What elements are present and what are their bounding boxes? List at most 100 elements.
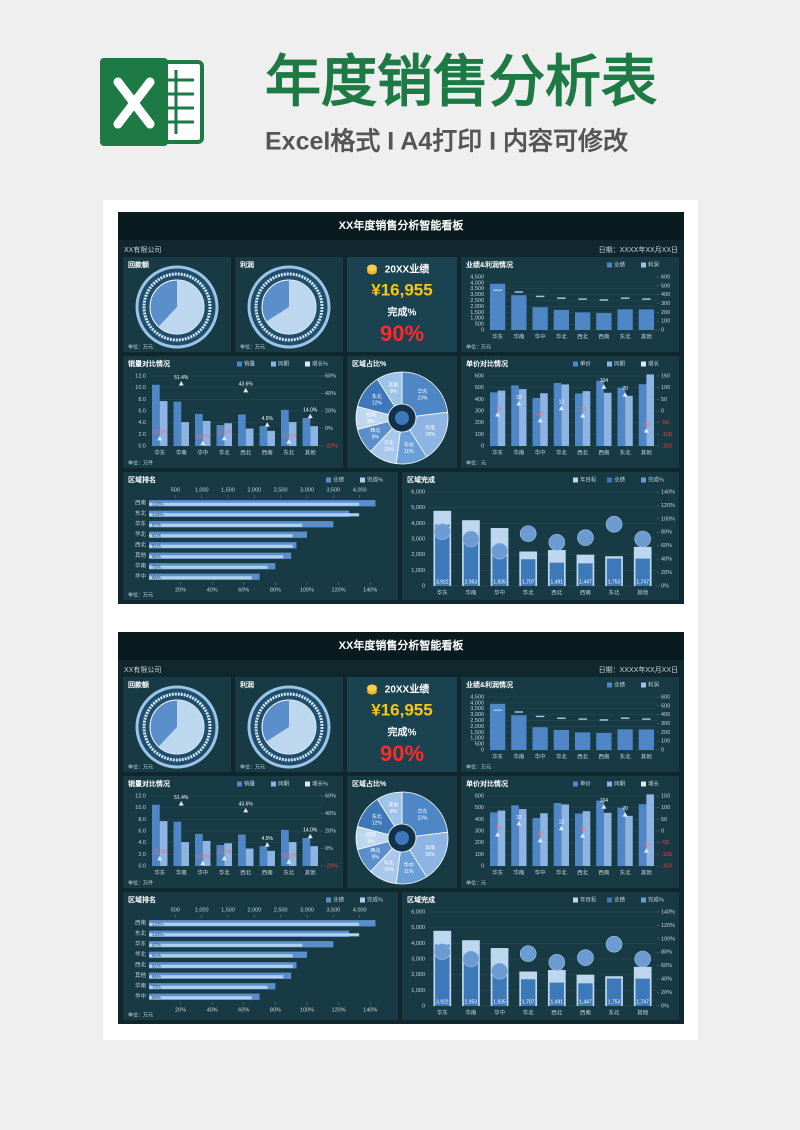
y2-tick-label: -100 <box>661 432 672 438</box>
y-tick-label: 600 <box>475 793 484 799</box>
bar <box>561 804 570 866</box>
bar <box>492 555 507 586</box>
legend-label: 年目标 <box>580 475 597 483</box>
x-tick-label: 西北 <box>551 1008 563 1016</box>
y2-tick-label: 20% <box>661 990 672 996</box>
bar <box>149 534 293 538</box>
x2-tick-label: 100% <box>300 587 314 593</box>
x-tick-label: 华北 <box>523 1008 535 1016</box>
y2-tick-label: 600 <box>661 694 670 700</box>
bar <box>159 401 168 446</box>
bar <box>245 848 254 866</box>
bar <box>224 423 232 446</box>
kpi-rate-title: 完成% <box>388 726 417 739</box>
x-tick-label: 3,000 <box>300 487 314 493</box>
y2-tick-label: -20% <box>325 863 338 869</box>
y2-tick-label: 0 <box>661 828 664 834</box>
icon-x <box>113 77 155 129</box>
bar <box>149 565 268 569</box>
icon-grid <box>160 70 194 134</box>
y2-tick-label: 0 <box>661 327 664 333</box>
gauge-wedge <box>266 280 316 334</box>
dot-value-label: 32 <box>516 815 522 821</box>
dot-marker <box>622 812 628 817</box>
y-tick-label: 100 <box>475 852 484 858</box>
bar <box>561 384 570 446</box>
x2-tick-label: 20% <box>175 587 186 593</box>
dot-marker <box>516 821 522 826</box>
slice-value: 23% <box>417 396 428 402</box>
x-tick-label: 华南 <box>465 1008 477 1016</box>
legend-label: 业绩 <box>333 895 345 903</box>
bar <box>310 846 318 866</box>
y-tick-label: 西南 <box>135 499 147 507</box>
legend-swatch <box>641 682 646 688</box>
panel-title: 区域完成 <box>407 895 435 904</box>
panel-title: 区域占比% <box>352 779 387 788</box>
y2-tick-label: 150 <box>661 793 670 799</box>
y-tick-label: 8.0 <box>138 817 146 823</box>
x-tick-label: 华南 <box>176 868 188 876</box>
y-tick-label: 0 <box>481 443 484 449</box>
date: 日期：XXXX年XX月XX日 <box>599 665 678 674</box>
y-tick-label: 2.0 <box>138 432 146 438</box>
pie-slice <box>401 371 449 417</box>
legend-label: 年目标 <box>580 895 597 903</box>
bubble-marker <box>491 542 508 560</box>
bubble-marker <box>462 530 480 548</box>
x-tick-label: 华中 <box>494 588 505 596</box>
x-tick-label: 西北 <box>240 868 252 876</box>
slice-label: 西北 <box>370 847 380 854</box>
legend-swatch <box>641 262 646 268</box>
bar <box>578 983 593 1006</box>
y2-tick-label: 500 <box>661 703 670 709</box>
bar <box>267 850 275 866</box>
bar-value-label: 1,707 <box>522 579 535 585</box>
dot-marker <box>558 405 564 411</box>
y-tick-label: 6,000 <box>411 489 425 495</box>
legend-swatch <box>271 361 276 367</box>
y-tick-label: 0 <box>481 747 484 753</box>
legend-label: 完成% <box>648 895 664 903</box>
dot-marker <box>243 387 249 393</box>
y-tick-label: 10.0 <box>135 805 146 811</box>
y-tick-label: 300 <box>475 408 484 414</box>
bar <box>489 703 506 750</box>
coin-icon <box>367 264 377 272</box>
x-tick-label: 华中 <box>535 448 546 456</box>
dot-marker <box>495 832 501 837</box>
legend-swatch <box>607 477 612 483</box>
bar <box>302 418 311 446</box>
dot-value-label: 12 <box>559 400 565 406</box>
bar <box>511 715 527 750</box>
dot-value-label: 43.6% <box>239 802 254 808</box>
bar <box>149 513 360 517</box>
bar <box>149 544 293 548</box>
x-tick-label: 2,000 <box>247 907 261 913</box>
dot-value-label: -15 <box>494 826 501 832</box>
panel-title: 回款额 <box>128 260 149 269</box>
legend-label: 完成% <box>367 895 383 903</box>
dot-marker <box>580 413 586 418</box>
y-tick-label: 华北 <box>135 530 147 538</box>
bar <box>152 804 160 866</box>
y2-tick-label: -50 <box>661 420 669 426</box>
y-tick-label: 0 <box>422 583 425 589</box>
slice-value: 11% <box>404 869 414 875</box>
y-tick-label: 10.0 <box>135 385 146 391</box>
y-tick-label: 1,500 <box>470 730 484 736</box>
dot-value-label: -40 <box>537 832 544 838</box>
legend-swatch <box>607 897 612 903</box>
y-tick-label: 东北 <box>135 509 147 517</box>
dot-value-label: 51.4% <box>174 795 189 801</box>
dot-value-label: 43.6% <box>239 382 254 388</box>
bubble-marker <box>519 525 537 542</box>
y2-tick-label: 600 <box>661 274 670 280</box>
y2-tick-label: 60% <box>325 793 336 799</box>
pie-slice <box>376 371 403 407</box>
legend-label: 销量 <box>244 359 256 367</box>
gauge-ring <box>254 692 324 762</box>
bubble-marker <box>548 534 566 551</box>
